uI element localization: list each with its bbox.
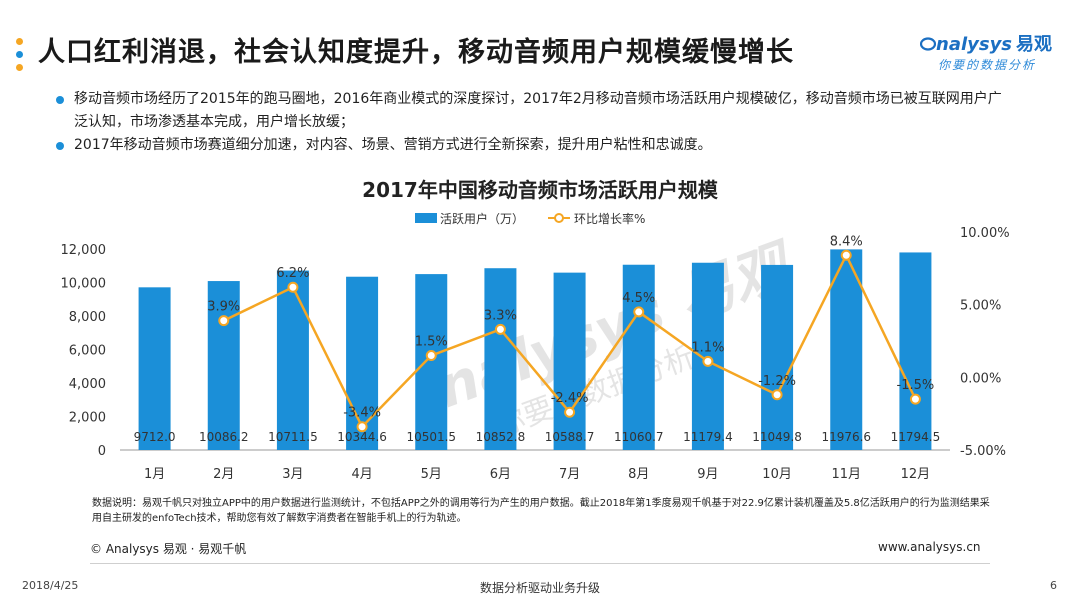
bar-value-label: 10711.5 xyxy=(268,430,318,444)
logo-slogan: 你要的数据分析 xyxy=(938,58,1037,72)
growth-point xyxy=(494,323,506,335)
growth-value-label: -2.4% xyxy=(551,391,589,406)
footer-slogan: 数据分析驱动业务升级 xyxy=(479,581,600,595)
data-note: 数据说明：易观千帆只对独立APP中的用户数据进行监测统计，不包括APP之外的调用… xyxy=(92,498,990,524)
x-tick-label: 2月 xyxy=(213,467,234,482)
growth-value-label: 3.3% xyxy=(484,308,517,323)
x-tick-label: 8月 xyxy=(628,467,649,482)
bullet-list: 移动音频市场经历了2015年的跑马圈地，2016年商业模式的深度探讨，2017年… xyxy=(56,88,1006,157)
legend-line-marker xyxy=(554,213,564,223)
copyright: © Analysys 易观 · 易观千帆 xyxy=(90,542,247,556)
growth-point xyxy=(425,350,437,362)
growth-point xyxy=(633,306,645,318)
growth-value-label: -3.4% xyxy=(343,406,381,421)
x-tick-label: 10月 xyxy=(762,467,792,482)
bar-value-label: 10588.7 xyxy=(545,430,595,444)
y-right-tick-label: 0.00% xyxy=(960,371,1001,386)
analysys-logo: nalysys 易观 你要的数据分析 xyxy=(919,30,1070,74)
growth-value-label: -1.2% xyxy=(758,374,796,389)
bar xyxy=(207,281,240,450)
growth-point xyxy=(356,421,368,433)
logo-brand-cn: 易观 xyxy=(1016,34,1053,55)
y-left-tick-label: 4,000 xyxy=(69,377,106,392)
title-dots xyxy=(16,38,24,77)
x-tick-label: 11月 xyxy=(831,467,861,482)
x-tick-label: 9月 xyxy=(697,467,718,482)
legend-line-label: 环比增长率% xyxy=(574,211,645,226)
growth-point xyxy=(771,389,783,401)
x-tick-label: 1月 xyxy=(144,467,165,482)
bar xyxy=(553,272,586,450)
y-right-tick-label: -5.00% xyxy=(960,444,1006,459)
title-dot xyxy=(16,38,23,45)
growth-value-label: 3.9% xyxy=(207,300,240,315)
growth-point xyxy=(564,406,576,418)
title-dot xyxy=(16,51,23,58)
bar xyxy=(830,249,863,450)
bar-value-label: 11794.5 xyxy=(891,430,941,444)
x-tick-label: 5月 xyxy=(421,467,442,482)
bar xyxy=(484,268,517,450)
growth-value-label: -1.5% xyxy=(897,378,935,393)
chart: nalysys 易观 你要的数据分析 2017年中国移动音频市场活跃用户规模 活… xyxy=(61,178,1010,482)
growth-value-label: 1.5% xyxy=(415,335,448,350)
bar xyxy=(276,270,309,450)
x-tick-label: 3月 xyxy=(282,467,303,482)
title-dot xyxy=(16,64,23,71)
logo-swoosh-icon xyxy=(919,37,937,51)
x-tick-label: 12月 xyxy=(901,467,931,482)
bar-value-label: 11060.7 xyxy=(614,430,664,444)
bar xyxy=(761,264,794,450)
logo-brand: nalysys xyxy=(936,34,1013,55)
bar xyxy=(622,264,655,450)
axes: 0 2,000 4,000 6,000 8,000 10,000 12,000 -5.00% 0… xyxy=(61,226,1010,482)
chart-title: 2017年中国移动音频市场活跃用户规模 xyxy=(362,178,719,202)
growth-point xyxy=(909,393,921,405)
bar xyxy=(346,276,379,450)
bar xyxy=(899,252,932,450)
bar-value-label: 11049.8 xyxy=(752,430,802,444)
growth-value-label: 6.2% xyxy=(276,266,309,281)
legend-bar-label: 活跃用户（万） xyxy=(440,211,524,226)
legend: 活跃用户（万） 环比增长率% xyxy=(415,211,645,226)
bar-value-label: 10852.8 xyxy=(476,430,526,444)
y-right-tick-label: 5.00% xyxy=(960,299,1001,314)
footer-date: 2018/4/25 xyxy=(22,579,79,592)
bar-value-label: 11179.4 xyxy=(683,430,733,444)
growth-point xyxy=(840,249,852,261)
bar-series: 9712.0 10086.2 10711.5 10344.6 10501.5 10852.… xyxy=(134,249,941,450)
bar-value-label: 9712.0 xyxy=(134,430,176,444)
page-title: 人口红利消退，社会认知度提升，移动音频用户规模缓慢增长 xyxy=(38,37,794,68)
bar-value-label: 10344.6 xyxy=(337,430,387,444)
bullet-item: 移动音频市场经历了2015年的跑马圈地，2016年商业模式的深度探讨，2017年… xyxy=(56,88,1006,134)
page-number: 6 xyxy=(1050,579,1057,592)
y-left-tick-label: 10,000 xyxy=(61,277,107,292)
bar-value-label: 11976.6 xyxy=(821,430,871,444)
website-link[interactable]: www.analysys.cn xyxy=(878,540,981,554)
growth-point xyxy=(287,281,299,293)
footer-divider xyxy=(90,563,990,564)
growth-value-label: 1.1% xyxy=(691,340,724,355)
growth-value-label: 4.5% xyxy=(622,291,655,306)
y-right-tick-label: 10.00% xyxy=(960,226,1010,241)
x-tick-label: 7月 xyxy=(559,467,580,482)
x-tick-label: 6月 xyxy=(490,467,511,482)
y-left-tick-label: 12,000 xyxy=(61,243,107,258)
legend-bar-swatch xyxy=(415,213,437,223)
y-left-tick-label: 2,000 xyxy=(69,411,106,426)
line-series: 3.9% 6.2% -3.4% 1.5% 3.3% -2.4% 4.5% 1.1% -1.2% 8… xyxy=(207,234,935,433)
bullet-item: 2017年移动音频市场赛道细分加速，对内容、场景、营销方式进行全新探索，提升用户… xyxy=(56,134,1006,157)
bar xyxy=(138,287,171,450)
y-left-tick-label: 0 xyxy=(98,444,106,459)
bar xyxy=(415,274,448,450)
growth-point xyxy=(218,315,230,327)
growth-value-label: 8.4% xyxy=(830,234,863,249)
bar-value-label: 10501.5 xyxy=(406,430,456,444)
bar-value-label: 10086.2 xyxy=(199,430,249,444)
x-tick-label: 4月 xyxy=(351,467,372,482)
y-left-tick-label: 6,000 xyxy=(69,344,106,359)
y-left-tick-label: 8,000 xyxy=(69,310,106,325)
growth-point xyxy=(702,355,714,367)
